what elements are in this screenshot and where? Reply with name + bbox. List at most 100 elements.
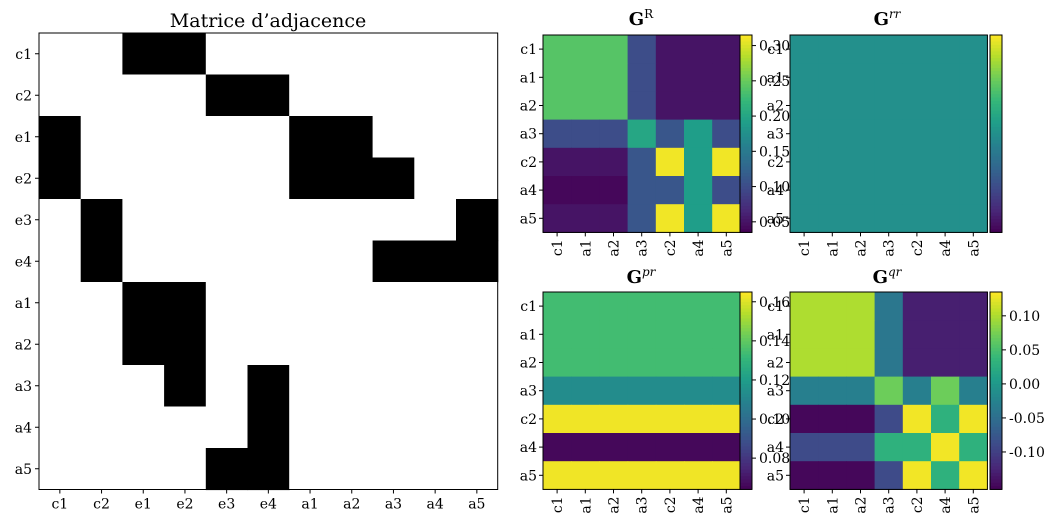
heatmap-cell — [959, 63, 988, 92]
x-tick-label: c2 — [663, 239, 679, 256]
heatmap-cell — [818, 433, 847, 462]
gqr-heatmap: c1 a1 a2 a3 c2 a4 a5 c1 a1 a2 a3 c2 a4 a5 0.10 0.05 0.00… — [767, 291, 1045, 514]
heatmap-cell — [571, 348, 600, 378]
colorbar-tick-label: 0.05 — [759, 215, 790, 231]
adjacency-heatmap: c1 c2 e1 e2 e3 e4 a1 a2 a3 a4 a5 c1 c2 e1 e2 e3 e4 a1 a2 a3… — [15, 32, 499, 513]
x-tick-label: a4 — [938, 239, 954, 256]
heatmap-cell — [846, 63, 876, 92]
heatmap-cell — [902, 404, 932, 434]
y-tick-label: e3 — [15, 213, 32, 229]
colorbar-segment — [990, 35, 1002, 39]
heatmap-cell — [712, 91, 741, 121]
colorbar-segment — [990, 146, 1002, 151]
colorbar-segment — [990, 446, 1002, 451]
x-tick-label: a4 — [691, 239, 707, 256]
heatmap-cell — [599, 147, 629, 177]
adjacency-cell — [122, 157, 165, 200]
heatmap-cell — [599, 35, 629, 64]
heatmap-cell — [655, 35, 685, 64]
x-tick-label: a3 — [635, 239, 651, 256]
colorbar-segment — [740, 67, 752, 72]
colorbar-segment — [990, 436, 1002, 441]
colorbar-segment — [990, 67, 1002, 72]
colorbar-segment — [740, 163, 752, 168]
colorbar-segment — [740, 433, 752, 438]
adjacency-cell — [414, 199, 457, 242]
colorbar-tick-label: -0.10 — [1009, 445, 1045, 461]
heatmap-cell — [571, 461, 600, 490]
y-tick-label: e2 — [15, 171, 32, 187]
x-tick-label: a2 — [607, 496, 623, 513]
colorbar-segment — [990, 413, 1002, 418]
colorbar-segment — [990, 331, 1002, 336]
y-tick-label: c1 — [520, 299, 537, 315]
colorbar-segment — [990, 466, 1002, 471]
adjacency-cell — [39, 365, 82, 408]
heatmap-cell — [712, 204, 741, 233]
heatmap-cell — [902, 461, 932, 490]
heatmap-cell — [684, 292, 713, 321]
heatmap-cell — [543, 348, 572, 378]
x-tick-label: c1 — [797, 496, 813, 513]
colorbar-segment — [990, 486, 1002, 490]
heatmap-cell — [931, 320, 960, 349]
colorbar-segment — [990, 374, 1002, 379]
adjacency-cell — [39, 74, 82, 117]
heatmap-cell — [818, 348, 847, 378]
adjacency-cell — [80, 282, 123, 325]
colorbar-segment — [990, 196, 1002, 200]
heatmap-cell — [959, 91, 988, 121]
heatmap-cell — [931, 376, 960, 406]
colorbar-segment — [990, 183, 1002, 187]
colorbar-segment — [990, 387, 1002, 392]
adjacency-cell — [205, 116, 249, 159]
colorbar-segment — [740, 393, 752, 398]
adjacency-cell — [80, 199, 123, 242]
colorbar-frame — [739, 291, 753, 490]
colorbar-segment — [740, 426, 752, 431]
heatmap-cell — [790, 348, 819, 378]
adjacency-cell — [372, 323, 415, 366]
heatmap-cell — [818, 176, 847, 205]
adjacency-cell — [414, 33, 457, 76]
heatmap-cell — [571, 91, 600, 121]
heatmap-cell — [959, 119, 988, 149]
adjacency-cell — [164, 448, 207, 491]
heatmap-cell — [790, 35, 819, 64]
heatmap-cell — [543, 461, 572, 490]
colorbar-segment — [740, 377, 752, 382]
x-tick-label: a1 — [825, 239, 841, 256]
heatmap-cell — [655, 348, 685, 378]
adjacency-cell — [80, 323, 123, 366]
colorbar-segment — [740, 449, 752, 454]
y-tick-label: c2 — [520, 155, 537, 171]
colorbar-segment — [990, 81, 1002, 85]
colorbar-segment — [990, 71, 1002, 75]
x-tick-label: a3 — [882, 239, 898, 256]
x-tick-label: e4 — [260, 497, 277, 513]
colorbar-segment — [990, 54, 1002, 59]
heatmap-cell — [902, 292, 932, 321]
y-tick-label: a3 — [15, 379, 32, 395]
y-tick-label: c2 — [767, 155, 784, 171]
adjacency-cell — [247, 282, 290, 325]
adjacency-cell — [330, 33, 374, 76]
heatmap-cell — [571, 35, 600, 64]
colorbar-segment — [990, 403, 1002, 408]
heatmap-cell — [846, 35, 876, 64]
y-tick-label: a5 — [15, 462, 32, 478]
adjacency-cell — [164, 365, 207, 408]
adjacency-cell — [80, 33, 123, 76]
colorbar-segment — [740, 110, 752, 115]
colorbar-tick-label: 0.20 — [759, 109, 790, 125]
x-tick-label: a5 — [966, 496, 982, 513]
colorbar-segment — [990, 219, 1002, 224]
adjacency-cell — [39, 240, 82, 283]
adjacency-cell — [247, 199, 290, 242]
heatmap-cell — [655, 376, 685, 406]
heatmap-cell — [902, 204, 932, 233]
colorbar-segment — [990, 324, 1002, 329]
colorbar-segment — [740, 160, 752, 164]
heatmap-cell — [684, 91, 713, 121]
